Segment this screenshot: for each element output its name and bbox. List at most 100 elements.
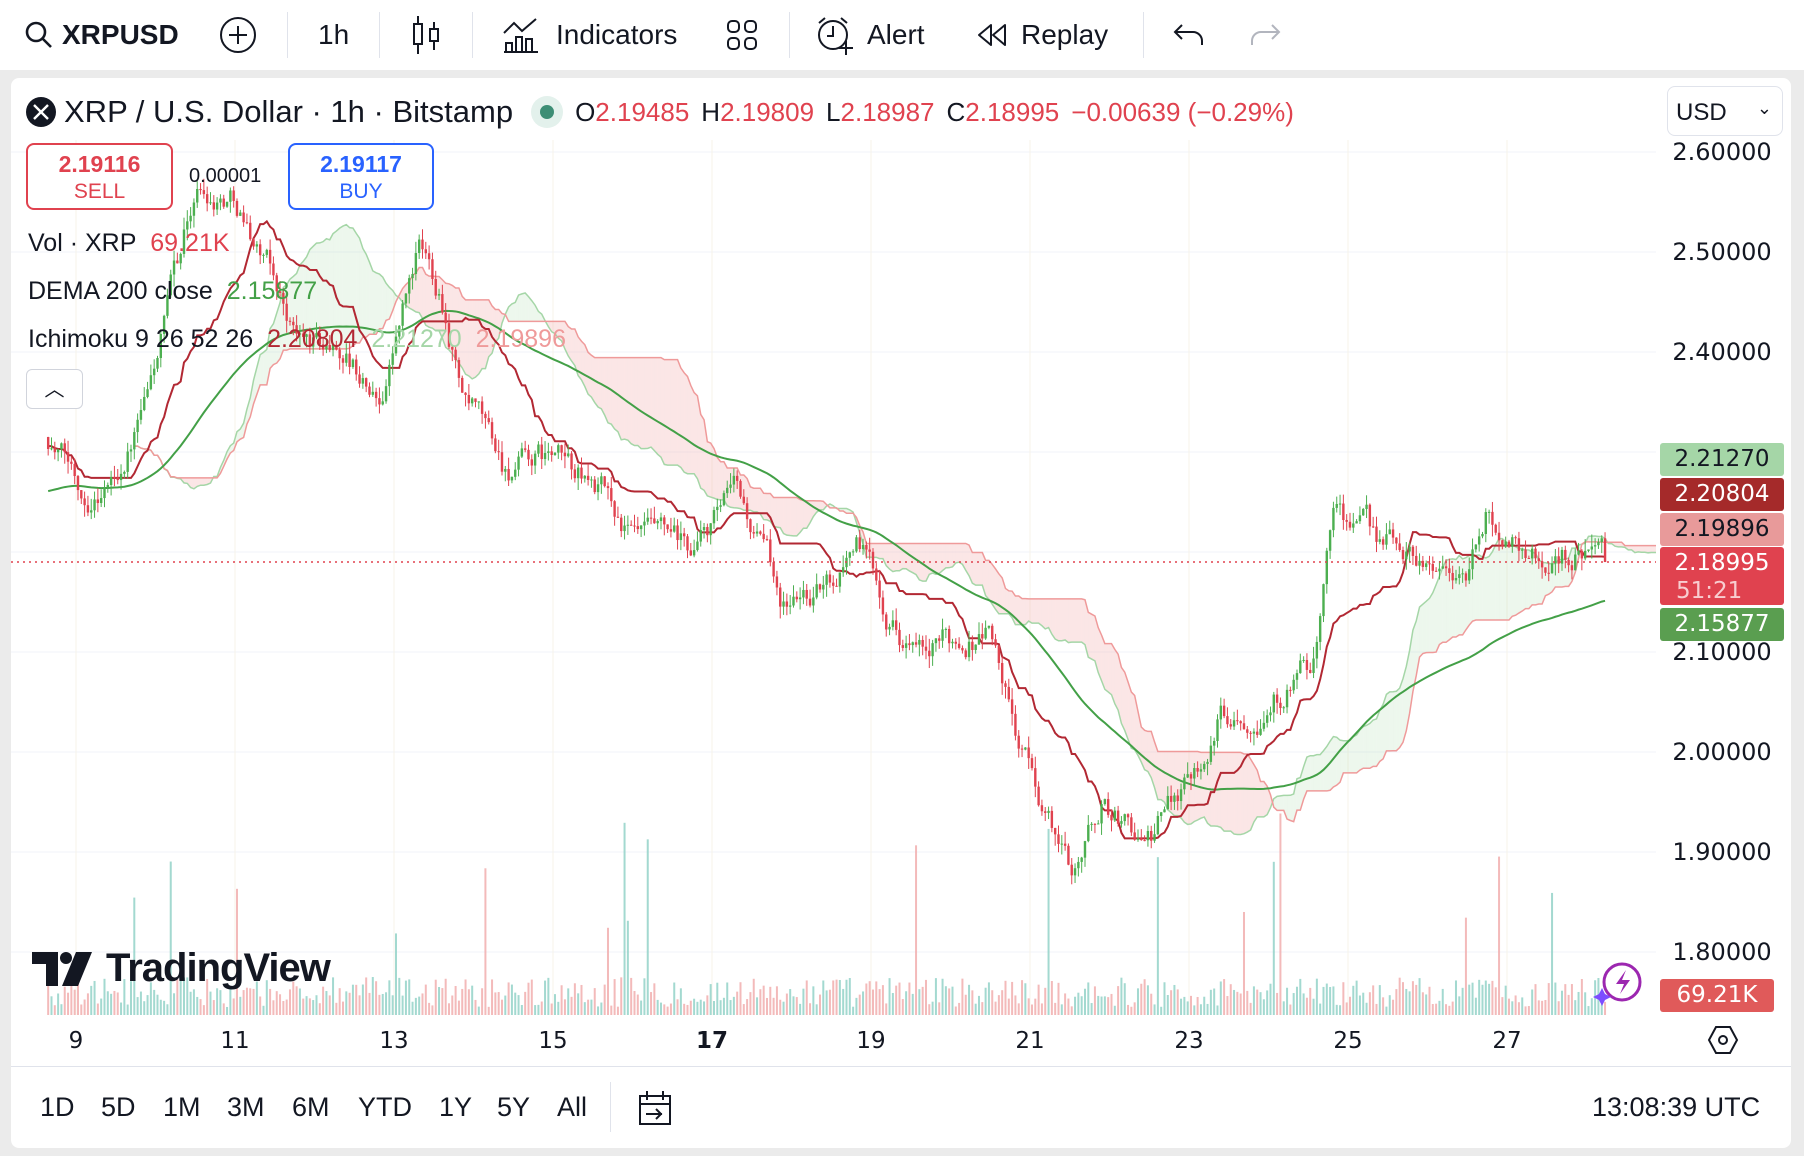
ichimoku-cloud [528, 296, 532, 322]
volume-bar [1570, 984, 1573, 1015]
ichimoku-cloud [819, 500, 824, 510]
volume-bar [1057, 982, 1060, 1015]
date-axis-label: 25 [1333, 1028, 1363, 1054]
ai-assistant-button[interactable] [1592, 962, 1642, 1006]
utc-clock[interactable]: 13:08:39 UTC [1592, 1092, 1761, 1122]
ichimoku-cloud [1022, 598, 1026, 625]
range-button-1m[interactable]: 1M [163, 1092, 201, 1122]
ichimoku-cloud [727, 467, 731, 508]
divider [1143, 12, 1144, 58]
volume-bar [222, 1003, 225, 1015]
range-button-1d[interactable]: 1D [40, 1092, 75, 1122]
ichimoku-cloud [1287, 795, 1291, 821]
volume-bar [298, 988, 301, 1015]
ichimoku-cloud [713, 448, 718, 500]
ichimoku-cloud [518, 293, 522, 322]
ichimoku-cloud [896, 543, 900, 571]
ichimoku-cloud [1561, 558, 1566, 588]
symbol-search-button[interactable]: XRPUSD [24, 14, 179, 56]
currency-select[interactable]: USD ⌄ [1667, 86, 1783, 136]
volume-bar [1223, 979, 1226, 1015]
ichimoku-cloud [1071, 598, 1076, 643]
redo-button[interactable] [1248, 14, 1282, 56]
candle [318, 333, 321, 345]
alert-button[interactable]: Alert [815, 14, 925, 56]
legend-dema[interactable]: DEMA 200 close 2.15877 [28, 277, 318, 305]
volume-bar [1011, 981, 1014, 1015]
candle [894, 620, 898, 630]
price-axis-label: 1.80000 [1672, 938, 1772, 966]
ichimoku-cloud [700, 414, 705, 491]
ichimoku-cloud [482, 299, 486, 369]
candle [1193, 768, 1196, 779]
market-status-icon[interactable] [531, 96, 564, 128]
tradingview-logo[interactable]: TradingView [32, 946, 331, 991]
candle [288, 320, 292, 322]
range-button-ytd[interactable]: YTD [358, 1092, 412, 1122]
candle [1292, 679, 1295, 691]
volume-bar [630, 977, 633, 1015]
volume-bar [948, 988, 951, 1015]
candle [659, 517, 663, 522]
legend-ichimoku[interactable]: Ichimoku 9 26 52 26 2.20804 2.21270 2.19… [28, 325, 566, 353]
alert-label: Alert [867, 19, 925, 50]
volume-bar [335, 1002, 338, 1015]
volume-bar [136, 997, 139, 1015]
range-button-1y[interactable]: 1Y [439, 1092, 473, 1122]
range-button-5y[interactable]: 5Y [497, 1092, 531, 1122]
volume-bar [530, 979, 533, 1015]
ichimoku-cloud [336, 228, 340, 349]
volume-bar [1199, 1004, 1202, 1015]
buy-button[interactable]: 2.19117 BUY [288, 143, 434, 210]
candle [636, 526, 639, 530]
volume-bar [1136, 988, 1139, 1015]
volume-bar [901, 999, 904, 1015]
chevron-down-icon: ⌄ [1756, 98, 1772, 118]
range-button-all[interactable]: All [557, 1092, 588, 1122]
candle [441, 294, 444, 313]
candle [166, 295, 169, 316]
layouts-button[interactable] [726, 14, 758, 56]
goto-date-button[interactable] [636, 1088, 674, 1131]
candle [848, 552, 851, 558]
ichimoku-cloud [243, 409, 247, 438]
range-button-5d[interactable]: 5D [101, 1092, 136, 1122]
chart-type-button[interactable] [410, 14, 442, 56]
legend-volume[interactable]: Vol · XRP 69.21K [28, 229, 230, 257]
replay-button[interactable]: Replay [975, 14, 1108, 56]
candle [252, 239, 255, 247]
range-button-3m[interactable]: 3M [227, 1092, 265, 1122]
candle [1166, 795, 1169, 810]
candle [762, 533, 765, 540]
collapse-legend-button[interactable]: ︿ [26, 369, 83, 409]
candle [235, 200, 239, 216]
volume-bar [689, 1000, 692, 1015]
chart-settings-button[interactable] [1707, 1025, 1739, 1060]
candle [676, 525, 679, 541]
ichimoku-cloud [455, 287, 459, 364]
candle [788, 605, 792, 607]
volume-bar [209, 991, 212, 1015]
undo-button[interactable] [1172, 14, 1206, 56]
sell-button[interactable]: 2.19116 SELL [26, 143, 173, 210]
candle [1477, 536, 1481, 545]
ichimoku-cloud [939, 543, 943, 574]
range-button-6m[interactable]: 6M [292, 1092, 330, 1122]
indicators-button[interactable]: Indicators [502, 14, 677, 56]
ichimoku-cloud [697, 395, 701, 489]
volume-bar [348, 992, 351, 1015]
price-chart-canvas[interactable] [11, 140, 1656, 1015]
interval-button[interactable]: 1h [318, 14, 349, 56]
candle [901, 645, 904, 648]
ichimoku-cloud [1654, 545, 1656, 553]
ichimoku-cloud [1128, 681, 1132, 749]
ichimoku-cloud [366, 254, 370, 338]
candle [1401, 550, 1405, 560]
price-axis-label: 2.10000 [1672, 638, 1772, 666]
volume-bar [1339, 1005, 1342, 1015]
candle [437, 294, 441, 296]
candle [1265, 715, 1269, 723]
compare-symbol-button[interactable] [218, 14, 258, 56]
candle [1554, 556, 1557, 564]
volume-bar [295, 986, 298, 1015]
